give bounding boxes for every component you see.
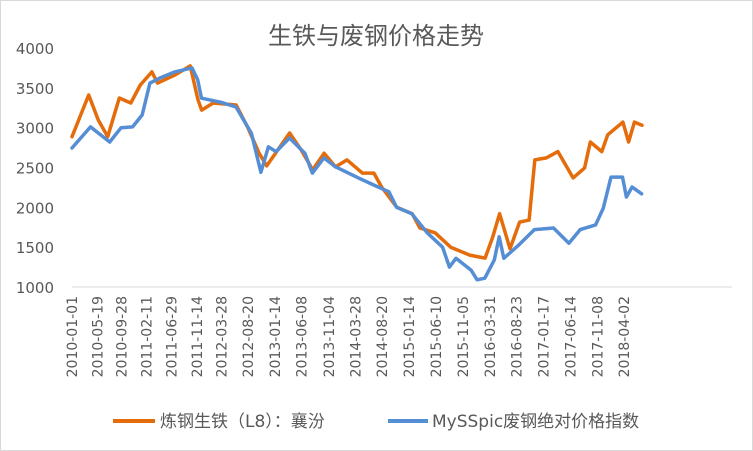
x-tick-label: 2014-03-28 — [348, 296, 364, 377]
series-line-scrap-index — [70, 66, 644, 282]
x-tick-label: 2017-11-08 — [590, 296, 606, 377]
legend-label-pig-iron: 炼钢生铁（L8）：襄汾 — [160, 411, 325, 432]
y-tick-label: 3000 — [16, 120, 54, 138]
x-tick-label: 2015-11-05 — [456, 296, 472, 377]
x-tick-label: 2011-11-14 — [190, 296, 206, 377]
x-tick-label: 2016-08-23 — [509, 296, 525, 377]
x-tick-label: 2010-05-19 — [90, 296, 106, 377]
x-tick-label: 2015-06-10 — [429, 296, 445, 377]
x-tick-label: 2011-02-11 — [139, 296, 155, 377]
y-tick-label: 3500 — [16, 80, 54, 98]
x-tick-label: 2014-08-20 — [375, 296, 391, 377]
x-tick-label: 2013-11-04 — [322, 296, 338, 377]
x-tick-label: 2010-01-01 — [65, 296, 81, 377]
y-tick-label: 4000 — [16, 40, 54, 58]
x-tick-label: 2011-06-29 — [165, 296, 181, 377]
y-tick-label: 1000 — [16, 279, 54, 297]
x-tick-label: 2013-01-14 — [268, 296, 284, 377]
x-tick-label: 2010-09-28 — [114, 296, 130, 377]
x-tick-label: 2013-06-08 — [295, 296, 311, 377]
x-tick-label: 2018-04-02 — [617, 296, 633, 377]
x-tick-label: 2017-06-14 — [564, 296, 580, 377]
legend-label-scrap: MySSpic废钢绝对价格指数 — [432, 412, 639, 432]
x-tick-label: 2015-01-14 — [402, 296, 418, 377]
y-tick-label: 2000 — [16, 199, 54, 217]
y-tick-label: 1500 — [16, 239, 54, 257]
x-tick-label: 2012-03-28 — [215, 296, 231, 377]
x-tick-label: 2017-01-17 — [536, 296, 552, 377]
y-tick-label: 2500 — [16, 160, 54, 178]
chart-title: 生铁与废钢价格走势 — [268, 22, 484, 50]
x-tick-label: 2012-08-20 — [241, 296, 257, 377]
x-tick-label: 2016-03-31 — [483, 296, 499, 377]
